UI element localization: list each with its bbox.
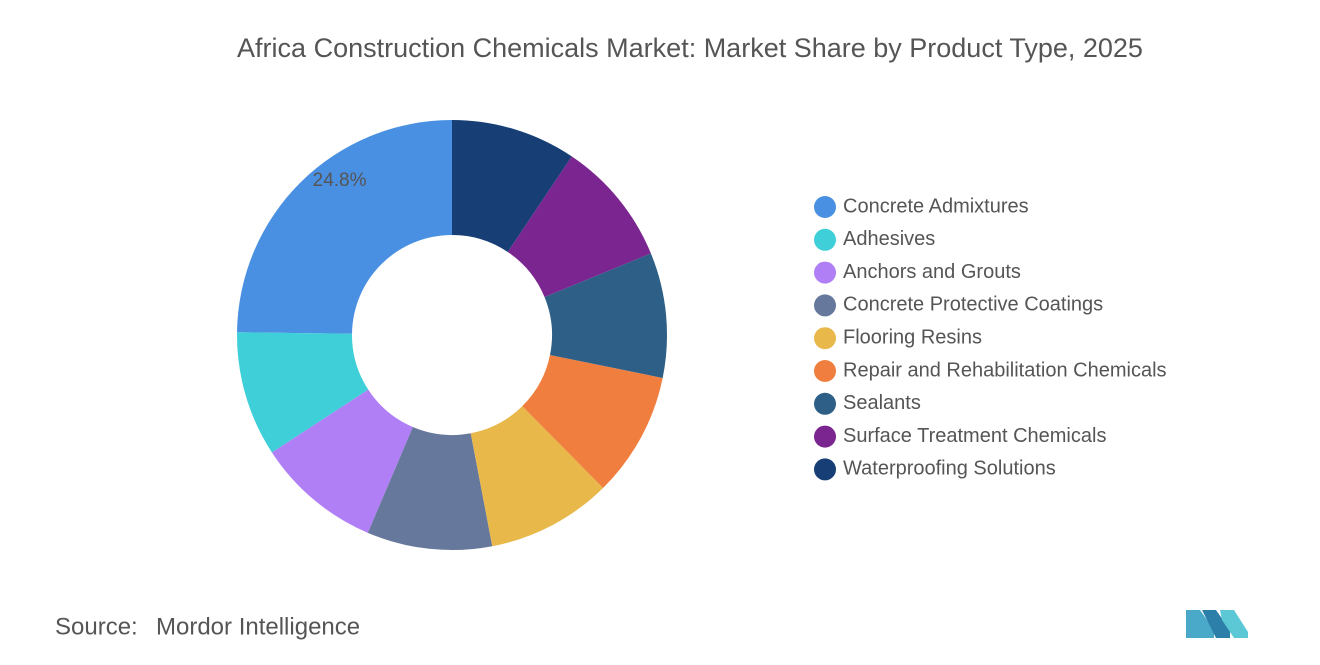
donut-slice (237, 332, 369, 453)
legend-label: Flooring Resins (843, 326, 982, 348)
legend-marker (814, 425, 836, 448)
donut-slice (237, 120, 452, 334)
source: Mordor Intelligence (156, 613, 360, 640)
legend-marker (814, 360, 836, 382)
donut-slice (507, 156, 651, 298)
donut-slice (452, 120, 572, 252)
legend-label: Concrete Admixtures (843, 195, 1029, 217)
legend-marker (814, 458, 836, 481)
legend-label: Surface Treatment Chemicals (843, 425, 1106, 447)
legend-label: Waterproofing Solutions (843, 458, 1056, 480)
legend-marker (814, 327, 836, 350)
legend-marker (814, 392, 836, 415)
donut-slice (271, 389, 413, 533)
source-label: Source: (55, 613, 138, 640)
legend-label: Sealants (843, 392, 921, 414)
legend-marker (814, 261, 836, 284)
legend-label: Adhesives (843, 228, 935, 250)
donut-slice (367, 427, 493, 551)
legend-label: Repair and Rehabilitation Chemicals (843, 359, 1167, 381)
legend-label: Concrete Protective Coatings (843, 294, 1103, 316)
data-label: 24.8% (313, 170, 367, 191)
chart-title: Africa Construction Chemicals Market: Ma… (237, 33, 1143, 63)
logo (1186, 610, 1248, 638)
donut-slice (544, 253, 667, 378)
donut-slice (470, 406, 604, 547)
donut-slice (522, 354, 663, 488)
legend-marker (814, 196, 836, 218)
legend-marker (814, 228, 836, 251)
legend-label: Anchors and Grouts (843, 261, 1021, 283)
legend-marker (814, 294, 836, 317)
